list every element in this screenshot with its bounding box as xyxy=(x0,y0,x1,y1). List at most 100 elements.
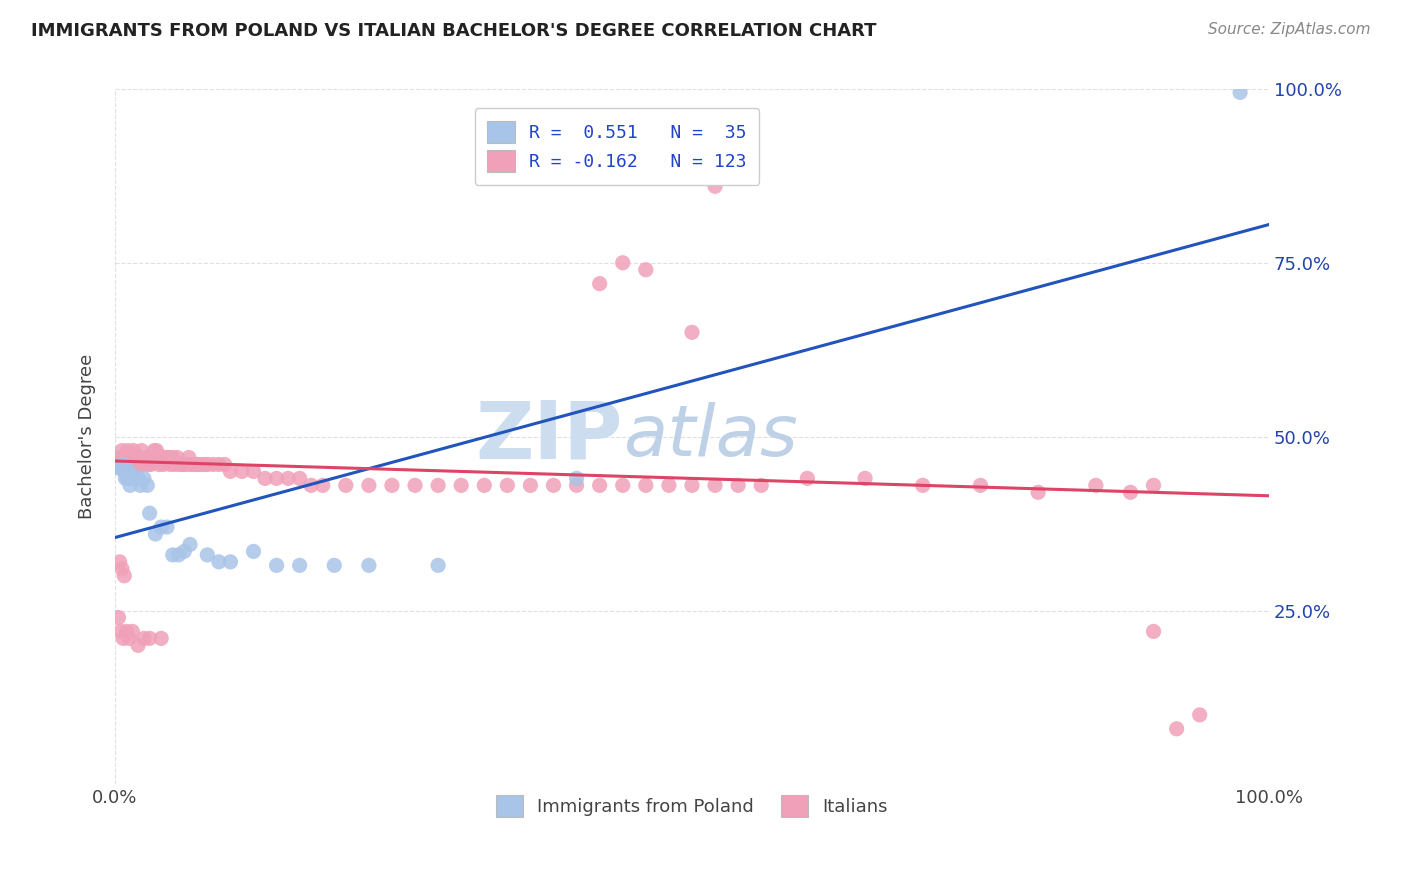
Point xyxy=(335,478,357,492)
Point xyxy=(194,458,217,472)
Point xyxy=(184,458,207,472)
Point xyxy=(118,478,141,492)
Point xyxy=(427,558,450,573)
Point xyxy=(111,443,134,458)
Point xyxy=(180,458,202,472)
Point xyxy=(107,610,129,624)
Point xyxy=(357,558,380,573)
Point xyxy=(132,450,155,465)
Point xyxy=(634,478,657,492)
Point xyxy=(266,558,288,573)
Point xyxy=(190,458,212,472)
Point xyxy=(163,458,186,472)
Point xyxy=(132,632,155,646)
Point xyxy=(853,471,876,485)
Point xyxy=(121,458,143,472)
Point xyxy=(219,555,242,569)
Point xyxy=(183,458,205,472)
Point xyxy=(143,443,166,458)
Point xyxy=(381,478,404,492)
Point xyxy=(111,562,134,576)
Point xyxy=(219,465,242,479)
Point xyxy=(128,458,150,472)
Point xyxy=(404,478,426,492)
Point xyxy=(357,478,380,492)
Point xyxy=(129,478,152,492)
Point xyxy=(156,520,179,534)
Point xyxy=(169,458,191,472)
Point xyxy=(136,478,159,492)
Point xyxy=(612,478,634,492)
Point xyxy=(277,471,299,485)
Point xyxy=(142,450,165,465)
Point xyxy=(112,458,135,472)
Point xyxy=(167,548,190,562)
Point xyxy=(117,471,139,485)
Point xyxy=(312,478,335,492)
Point xyxy=(127,471,149,485)
Point xyxy=(157,450,180,465)
Point xyxy=(1188,707,1211,722)
Point xyxy=(195,548,218,562)
Point xyxy=(170,458,193,472)
Point xyxy=(242,465,264,479)
Point xyxy=(135,450,157,465)
Point xyxy=(139,458,162,472)
Point xyxy=(150,450,173,465)
Point xyxy=(125,458,148,472)
Point xyxy=(136,458,159,472)
Point xyxy=(152,458,174,472)
Point xyxy=(727,478,749,492)
Point xyxy=(589,277,612,291)
Point xyxy=(149,450,172,465)
Point xyxy=(242,544,264,558)
Point xyxy=(138,450,160,465)
Point xyxy=(118,450,141,465)
Point xyxy=(911,478,934,492)
Point xyxy=(288,471,311,485)
Point xyxy=(121,624,143,639)
Point xyxy=(122,471,145,485)
Point xyxy=(114,471,136,485)
Point xyxy=(112,568,135,582)
Point xyxy=(496,478,519,492)
Point xyxy=(138,506,160,520)
Point xyxy=(110,461,132,475)
Point xyxy=(796,471,818,485)
Point xyxy=(427,478,450,492)
Point xyxy=(704,478,727,492)
Point xyxy=(112,458,135,472)
Point xyxy=(658,165,681,179)
Point xyxy=(173,458,195,472)
Y-axis label: Bachelor's Degree: Bachelor's Degree xyxy=(79,354,96,519)
Point xyxy=(125,471,148,485)
Point xyxy=(253,471,276,485)
Point xyxy=(214,458,236,472)
Point xyxy=(208,555,231,569)
Point xyxy=(612,256,634,270)
Text: ZIP: ZIP xyxy=(475,398,623,475)
Text: Source: ZipAtlas.com: Source: ZipAtlas.com xyxy=(1208,22,1371,37)
Point xyxy=(208,458,231,472)
Point xyxy=(110,624,132,639)
Point xyxy=(162,450,184,465)
Point xyxy=(150,450,173,465)
Point xyxy=(162,548,184,562)
Point xyxy=(107,458,129,472)
Point xyxy=(323,558,346,573)
Point xyxy=(969,478,991,492)
Point xyxy=(202,458,225,472)
Point xyxy=(118,458,141,472)
Point xyxy=(110,450,132,465)
Point xyxy=(1119,485,1142,500)
Point xyxy=(681,137,703,152)
Point xyxy=(177,450,200,465)
Point xyxy=(121,467,143,482)
Point xyxy=(114,450,136,465)
Point xyxy=(156,450,179,465)
Point xyxy=(153,450,176,465)
Point xyxy=(115,461,138,475)
Point xyxy=(115,450,138,465)
Point xyxy=(658,478,681,492)
Point xyxy=(112,632,135,646)
